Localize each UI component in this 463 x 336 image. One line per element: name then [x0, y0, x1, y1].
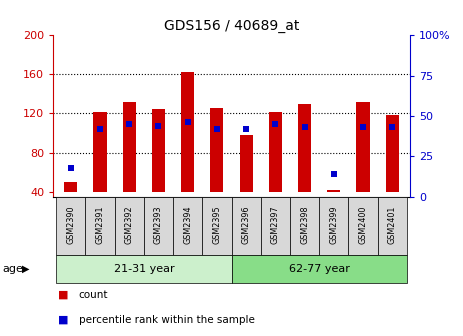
Text: GSM2392: GSM2392 — [125, 206, 134, 244]
Text: percentile rank within the sample: percentile rank within the sample — [79, 315, 255, 325]
Bar — [269, 112, 282, 192]
Bar — [56, 255, 232, 283]
Title: GDS156 / 40689_at: GDS156 / 40689_at — [164, 19, 299, 33]
Text: GSM2391: GSM2391 — [95, 206, 105, 244]
Text: GSM2390: GSM2390 — [66, 206, 75, 244]
Text: GSM2401: GSM2401 — [388, 206, 397, 244]
Bar — [239, 135, 253, 192]
Bar — [348, 197, 378, 255]
Bar — [144, 197, 173, 255]
Bar — [327, 190, 340, 192]
Bar — [64, 182, 77, 192]
Text: GSM2397: GSM2397 — [271, 206, 280, 244]
Bar — [232, 197, 261, 255]
Text: ▶: ▶ — [22, 264, 30, 274]
Bar — [210, 108, 224, 192]
Text: GSM2396: GSM2396 — [242, 206, 250, 244]
Bar — [152, 109, 165, 192]
Text: GSM2393: GSM2393 — [154, 206, 163, 244]
Bar — [123, 102, 136, 192]
Text: GSM2399: GSM2399 — [329, 206, 338, 244]
Bar — [94, 112, 106, 192]
Bar — [386, 116, 399, 192]
Bar — [115, 197, 144, 255]
Bar — [290, 197, 319, 255]
Text: GSM2400: GSM2400 — [358, 206, 368, 244]
Bar — [202, 197, 232, 255]
Text: 62-77 year: 62-77 year — [289, 264, 350, 274]
Bar — [85, 197, 115, 255]
Text: GSM2395: GSM2395 — [213, 206, 221, 244]
Bar — [298, 104, 311, 192]
Text: ■: ■ — [58, 315, 69, 325]
Text: GSM2398: GSM2398 — [300, 206, 309, 244]
Text: age: age — [2, 264, 23, 274]
Text: count: count — [79, 290, 108, 300]
Bar — [181, 73, 194, 192]
Bar — [56, 197, 85, 255]
Bar — [232, 255, 407, 283]
Text: ■: ■ — [58, 290, 69, 300]
Bar — [378, 197, 407, 255]
Bar — [357, 102, 369, 192]
Text: 21-31 year: 21-31 year — [113, 264, 174, 274]
Bar — [319, 197, 348, 255]
Text: GSM2394: GSM2394 — [183, 206, 192, 244]
Bar — [261, 197, 290, 255]
Bar — [173, 197, 202, 255]
